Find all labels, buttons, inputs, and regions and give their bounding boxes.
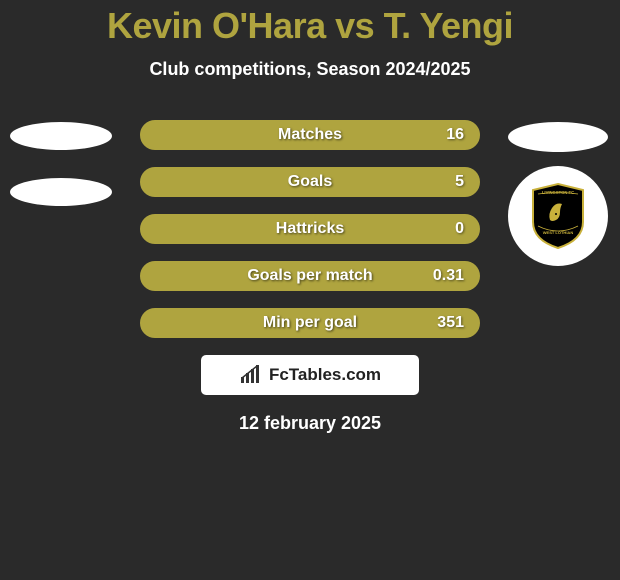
stat-label: Goals per match [247, 267, 372, 285]
stat-right-value: 5 [455, 173, 464, 191]
watermark: FcTables.com [201, 355, 419, 395]
stats-table: Matches 16 Goals 5 Hattricks 0 Goals per… [0, 120, 620, 338]
page-title: Kevin O'Hara vs T. Yengi [0, 5, 620, 47]
stat-label: Goals [288, 173, 332, 191]
stat-label: Hattricks [276, 220, 344, 238]
watermark-text: FcTables.com [269, 365, 381, 385]
stat-row-hattricks: Hattricks 0 [140, 214, 480, 244]
stat-label: Min per goal [263, 314, 357, 332]
stat-row-min-per-goal: Min per goal 351 [140, 308, 480, 338]
page-subtitle: Club competitions, Season 2024/2025 [0, 59, 620, 80]
stat-right-value: 0 [455, 220, 464, 238]
stat-label: Matches [278, 126, 342, 144]
bar-chart-icon [239, 365, 263, 385]
stat-right-value: 0.31 [433, 267, 464, 285]
stat-row-goals: Goals 5 [140, 167, 480, 197]
stat-row-goals-per-match: Goals per match 0.31 [140, 261, 480, 291]
stat-right-value: 351 [437, 314, 464, 332]
stat-row-matches: Matches 16 [140, 120, 480, 150]
stat-right-value: 16 [446, 126, 464, 144]
date-label: 12 february 2025 [0, 413, 620, 434]
header: Kevin O'Hara vs T. Yengi Club competitio… [0, 0, 620, 80]
